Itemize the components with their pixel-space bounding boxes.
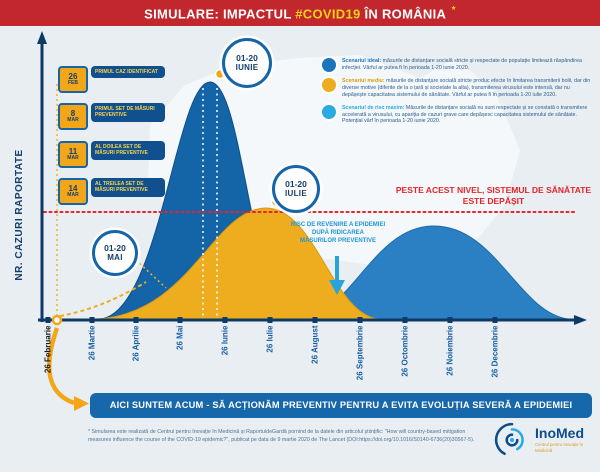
x-tick [492,317,498,323]
x-tick [402,317,408,323]
title-bar: SIMULARE: IMPACTUL #COVID19 ÎN ROMÂNIA * [0,0,600,26]
title-footnote-star: * [451,4,456,16]
milestone-date-number: 8 [70,109,76,118]
milestone-date-number: 11 [68,147,78,156]
rebound-risk-note: RISC DE REVENIRE A EPIDEMIEI DUPĂ RIDICA… [280,222,396,245]
inomed-logo-name: InoMed [535,425,584,442]
legend-desc-mediu: măsurile de distanțare socială stricte p… [342,78,591,98]
milestone-label: AL DOILEA SET DE MĂSURI PREVENTIVE [91,141,165,160]
x-axis-label-feb: 26 Februarie [43,325,53,374]
x-tick [45,317,51,323]
x-tick [447,317,453,323]
x-axis-label-apr: 26 Aprilie [131,325,141,362]
threshold-caption: PESTE ACEST NIVEL, SISTEMUL DE SĂNĂTATE … [395,185,592,206]
milestone-date-badge: 11 MAR [58,141,88,168]
rebound-risk-line2: DUPĂ RIDICAREA [311,229,364,236]
inomed-fingerprint-icon [494,422,524,456]
x-axis-label-mai: 26 Mai [175,325,185,350]
milestone-label: PRIMUL CAZ IDENTIFICAT [91,66,165,79]
legend-text-mediu: Scenariul mediu: măsurile de distanțare … [342,78,594,99]
legend-title-mediu: Scenariul mediu: [342,78,385,84]
legend-dot-ideal [322,58,336,72]
x-axis-arrowhead [574,315,587,325]
y-axis-arrowhead [37,31,47,44]
milestone-label: AL TREILEA SET DE MĂSURI PREVENTIVE [91,178,165,197]
x-tick [312,317,318,323]
milestone-label: PRIMUL SET DE MĂSURI PREVENTIVE [91,103,165,122]
threshold-caption-line1: PESTE ACEST NIVEL, SISTEMUL DE SĂNĂTATE [395,185,592,195]
legend-item-mediu: Scenariul mediu: măsurile de distanțare … [322,78,594,99]
milestone-row-measures-2: 11 MAR AL DOILEA SET DE MĂSURI PREVENTIV… [58,141,165,168]
legend-text-risc-maxim: Scenariul de risc maxim: Măsurile de dis… [342,105,594,126]
peak-badge-dates: 01-20 [285,178,307,189]
milestone-row-measures-1: 8 MAR PRIMUL SET DE MĂSURI PREVENTIVE [58,103,165,130]
milestone-date-number: 14 [68,184,78,193]
x-tick [133,317,139,323]
curve-mediu [95,207,379,320]
peak-badge-month: IUNIE [235,63,259,73]
x-tick [89,317,95,323]
here-arrow-shaft [46,327,75,406]
x-axis-label-mar: 26 Martie [87,325,97,361]
legend-item-ideal: Scenariul ideal: măsurile de distanțare … [322,58,594,72]
rebound-risk-line3: MĂSURILOR PREVENTIVE [299,237,376,244]
milestone-date-number: 26 [68,72,78,81]
milestone-row-first-case: 26 FEB PRIMUL CAZ IDENTIFICAT [58,66,165,93]
legend-desc-ideal: măsurile de distanțare socială stricte ș… [342,58,582,71]
page-title: SIMULARE: IMPACTUL #COVID19 ÎN ROMÂNIA * [144,5,456,21]
peak-badge-dates: 01-20 [104,242,126,253]
curve-mediu-dashed [59,281,147,317]
milestone-date-badge: 8 MAR [58,103,88,130]
legend: Scenariul ideal: măsurile de distanțare … [322,58,594,125]
x-axis-label-aug: 26 August [310,325,320,364]
legend-text-ideal: Scenariul ideal: măsurile de distanțare … [342,58,594,72]
legend-desc-risc-maxim: Măsurile de distanțare socială nu sunt r… [342,104,588,125]
x-axis-label-iun: 26 Iunie [220,325,230,356]
milestone-date-month: MAR [67,117,79,123]
y-axis-label: NR. CAZURI RAPORTATE [14,149,25,281]
x-tick [222,317,228,323]
title-hashtag: #COVID19 [295,6,361,22]
milestone-date-badge: 14 MAR [58,178,88,205]
x-axis-label-oct: 26 Octombrie [400,325,410,377]
rebound-risk-line1: RISC DE REVENIRE A EPIDEMIEI [290,222,386,228]
x-tick [267,317,273,323]
milestone-date-badge: 26 FEB [58,66,88,93]
inomed-logo: InoMed Centrul pentru Inovație în Medici… [494,422,595,458]
x-tick [357,317,363,323]
x-axis-label-dec: 26 Decembrie [490,325,500,378]
legend-dot-mediu [322,78,336,92]
x-axis-label-sep: 26 Septembrie [355,325,365,381]
legend-item-risc-maxim: Scenariul de risc maxim: Măsurile de dis… [322,104,594,126]
peak-badge-iunie: 01-20 IUNIE [222,38,272,88]
legend-title-risc-maxim: Scenariul de risc maxim: [342,104,405,111]
milestone-date-month: FEB [68,80,78,86]
x-axis-label-nov: 26 Noiembrie [445,325,455,376]
x-axis-label-iul: 26 Iulie [265,325,275,353]
inomed-logo-text: InoMed Centrul pentru Inovație în Medici… [535,426,595,453]
x-tick [177,317,183,323]
title-part1: SIMULARE: IMPACTUL [144,6,296,22]
call-to-action-banner: AICI SUNTEM ACUM - SĂ ACȚIONĂM PREVENTIV… [90,393,592,418]
peak-badge-dates: 01-20 [236,52,258,63]
legend-dot-risc-maxim [322,104,336,119]
origin-marker-dot [51,314,63,326]
milestone-date-month: MAR [67,155,79,161]
peak-badge-mai: 01-20 MAI [92,230,138,276]
milestone-date-month: MAR [67,192,79,198]
title-part2: ÎN ROMÂNIA [360,6,450,22]
here-arrow-head [74,396,89,411]
peak-badge-iulie: 01-20 IULIE [272,165,320,213]
peak-badge-month: IULIE [285,189,307,199]
badge-mai-connector [135,259,167,289]
source-footnote: * Simularea este realizată de Centrul pe… [88,429,475,443]
risk-arrow-head [329,280,345,295]
legend-title-ideal: Scenariul ideal: [342,58,382,64]
peak-badge-month: MAI [107,253,123,263]
inomed-logo-tagline: Centrul pentru Inovație în Medicină [535,442,584,453]
milestone-row-measures-3: 14 MAR AL TREILEA SET DE MĂSURI PREVENTI… [58,178,165,205]
threshold-caption-line2: ESTE DEPĂȘIT [462,195,525,206]
